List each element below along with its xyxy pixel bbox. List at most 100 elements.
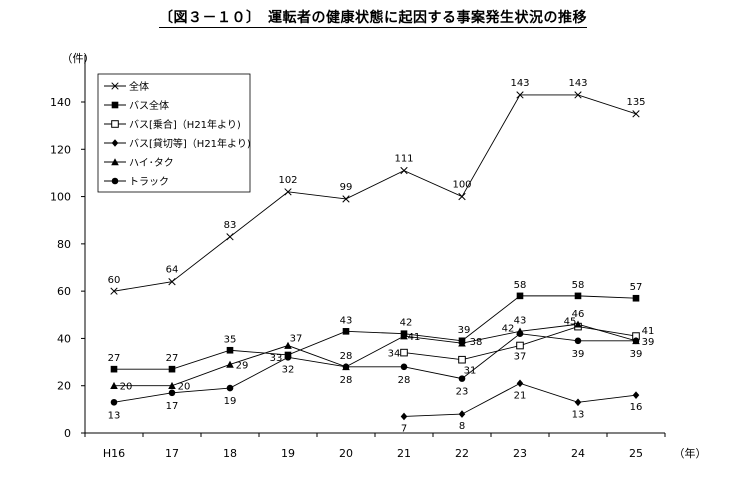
data-label: 35 <box>224 334 237 345</box>
data-point <box>400 348 408 357</box>
data-point <box>516 379 524 388</box>
data-point <box>110 381 118 390</box>
series-line <box>113 333 636 403</box>
data-point <box>400 363 408 371</box>
axes: 0 20 40 60 80 100 120 140 H16 17 18 19 20 21 22 23 24 25 （… <box>50 52 707 460</box>
data-label: 28 <box>340 351 353 362</box>
data-label: 13 <box>108 410 121 421</box>
legend-label: 全体 <box>129 80 149 93</box>
y-axis-unit-label: （件） <box>62 52 95 65</box>
data-point <box>632 391 640 399</box>
x-tick-label: 20 <box>339 447 353 460</box>
y-tick-label: 60 <box>57 285 71 298</box>
data-label: 37 <box>290 334 303 345</box>
data-label: 7 <box>401 423 407 434</box>
data-label: 38 <box>470 337 483 348</box>
legend-box <box>97 73 251 193</box>
series-line <box>114 323 637 387</box>
x-tick-label: H16 <box>103 447 125 460</box>
legend-marker <box>111 101 119 109</box>
data-label: 29 <box>236 360 249 371</box>
series-markers <box>110 91 640 421</box>
data-label: 42 <box>502 324 515 335</box>
data-point <box>574 337 582 345</box>
y-tick-label: 120 <box>50 143 71 156</box>
data-label: 28 <box>340 375 353 386</box>
data-label: 37 <box>514 352 527 363</box>
data-point <box>168 381 176 390</box>
data-label: 13 <box>572 409 585 420</box>
data-label: 21 <box>514 390 527 401</box>
data-point <box>342 328 350 335</box>
x-tick-label: 23 <box>513 447 527 460</box>
data-point <box>284 354 292 361</box>
data-label: 39 <box>572 349 585 360</box>
data-label: 99 <box>340 182 353 193</box>
data-point <box>110 398 118 406</box>
data-point <box>400 412 408 421</box>
data-label: 20 <box>178 382 191 393</box>
data-point <box>516 341 524 350</box>
data-point <box>458 355 466 364</box>
data-point <box>226 346 234 354</box>
data-label: 42 <box>400 318 413 329</box>
data-point <box>516 330 524 338</box>
data-label: 135 <box>626 97 645 108</box>
data-label: 57 <box>630 282 643 293</box>
data-label: 64 <box>166 265 179 276</box>
y-tick-label: 0 <box>64 427 71 440</box>
data-label: 143 <box>510 78 529 89</box>
data-point <box>574 292 582 300</box>
legend-marker <box>111 158 119 166</box>
data-point <box>400 166 408 175</box>
data-point <box>226 360 234 368</box>
data-point <box>168 389 176 397</box>
data-point <box>110 365 118 373</box>
data-label: 58 <box>572 280 585 291</box>
legend-label: トラック <box>129 176 169 188</box>
y-tick-label: 20 <box>57 380 71 393</box>
data-label: 39 <box>630 349 643 360</box>
data-label: 28 <box>398 375 411 386</box>
y-tick-label: 140 <box>50 96 71 109</box>
data-label: 46 <box>572 309 585 320</box>
data-label: 27 <box>166 353 179 364</box>
series-line <box>114 295 637 370</box>
data-label: 41 <box>408 332 421 343</box>
data-point <box>516 91 524 99</box>
x-tick-label: 18 <box>223 447 237 460</box>
data-label: 39 <box>642 337 655 348</box>
x-tick-label: 17 <box>165 447 179 460</box>
legend-marker <box>111 139 119 147</box>
data-point <box>632 110 640 118</box>
legend-marker <box>111 120 119 128</box>
data-point <box>168 365 176 373</box>
data-point <box>458 410 466 418</box>
data-label: 100 <box>452 180 471 191</box>
legend-label: ハイ･タク <box>129 157 174 169</box>
data-label: 102 <box>278 175 297 186</box>
data-label: 34 <box>388 349 401 360</box>
chart-title-text: 〔図３－１０〕 運転者の健康状態に起因する事案発生状況の推移 <box>159 10 587 28</box>
series-line <box>113 94 637 292</box>
data-point <box>110 287 118 295</box>
data-label: 33 <box>270 353 283 364</box>
data-point <box>226 384 234 392</box>
data-point <box>574 320 582 328</box>
data-point <box>342 195 350 203</box>
x-axis-unit-label: （年） <box>674 446 707 460</box>
series-lines <box>113 94 637 417</box>
data-label: 27 <box>108 353 121 364</box>
x-tick-label: 24 <box>571 447 585 460</box>
x-tick-label: 22 <box>455 447 469 460</box>
y-tick-label: 40 <box>57 332 71 345</box>
legend-label: バス[乗合]（H21年より) <box>129 118 241 131</box>
data-label: 45 <box>564 317 577 328</box>
y-tick-label: 100 <box>50 191 71 204</box>
data-label: 19 <box>224 396 237 407</box>
data-point <box>168 278 176 286</box>
data-label: 58 <box>514 280 527 291</box>
